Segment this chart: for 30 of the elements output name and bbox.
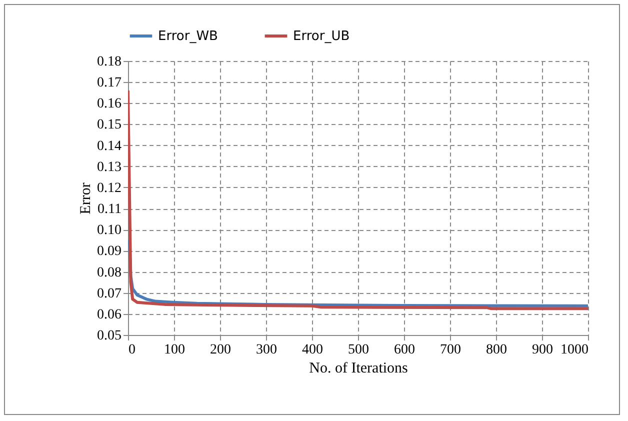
y-tick-label: 0.17 — [97, 76, 122, 91]
x-tick-label: 800 — [486, 342, 507, 358]
y-tick-label: 0.12 — [97, 180, 122, 196]
y-tick-label: 0.15 — [97, 118, 122, 133]
x-tick-label: 600 — [394, 342, 415, 358]
y-tick-label: 0.05 — [97, 328, 122, 344]
legend-label: Error_WB — [158, 29, 218, 44]
y-tick-label: 0.13 — [97, 160, 122, 175]
x-tick-label: 200 — [210, 342, 231, 358]
x-tick-label: 0 — [128, 342, 136, 358]
x-axis-title: No. of Iterations — [309, 360, 408, 376]
y-tick-label: 0.16 — [97, 96, 122, 112]
x-tick-label: 700 — [440, 342, 461, 358]
x-tick-label: 400 — [302, 342, 323, 358]
y-tick-label: 0.18 — [97, 54, 122, 70]
y-tick-label: 0.07 — [97, 286, 122, 302]
x-tick-label: 100 — [164, 342, 185, 358]
x-tick-label: 1000 — [560, 342, 588, 358]
y-axis-title: Error — [78, 182, 94, 214]
y-tick-label: 0.11 — [98, 202, 122, 218]
y-tick-label: 0.08 — [97, 265, 122, 280]
y-tick-label: 0.06 — [97, 307, 122, 322]
x-tick-label: 300 — [256, 342, 277, 358]
x-tick-label: 900 — [532, 342, 553, 358]
y-tick-label: 0.10 — [97, 223, 122, 238]
y-tick-label: 0.14 — [97, 138, 122, 154]
y-tick-label: 0.09 — [97, 244, 122, 260]
line-series — [128, 89, 588, 310]
legend-label: Error_UB — [293, 29, 350, 44]
x-tick-label: 500 — [348, 342, 369, 358]
